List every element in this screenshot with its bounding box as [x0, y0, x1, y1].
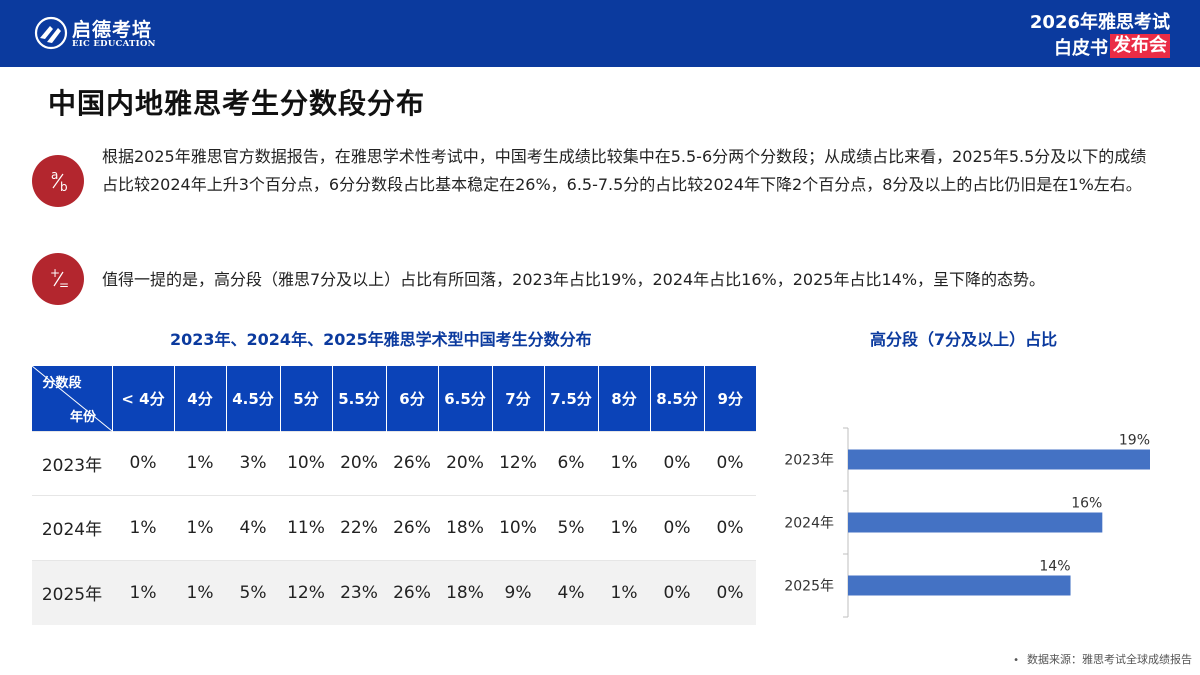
badge-subtitle: 白皮书 [1054, 38, 1108, 59]
badge-title: 2026年雅思考试 [1029, 12, 1170, 33]
table-cell: 1% [598, 559, 650, 625]
data-source-note: • 数据来源：雅思考试全球成绩报告 [1013, 651, 1192, 667]
chart-category-label: 2024年 [784, 516, 834, 532]
plus-minus-icon: + = [32, 253, 84, 305]
column-header: 4分 [174, 366, 227, 431]
table-cell: 18% [438, 495, 492, 560]
row-year-cell: 2025年 [32, 559, 112, 625]
column-header: 9分 [704, 366, 756, 431]
svg-text:b: b [60, 180, 68, 194]
chart-category-label: 2025年 [784, 579, 834, 595]
table-row: 2023年 0% 1% 3% 10% 20% 26% 20% 12% 6% 1%… [32, 430, 756, 496]
table-cell: 11% [280, 495, 332, 560]
table-cell: 12% [280, 559, 332, 625]
table-cell: 1% [174, 559, 226, 625]
badge-highlight: 发布会 [1110, 34, 1170, 58]
table-header-row: 分数段 年份 < 4分 4分 4.5分 5分 5.5分 6分 6.5分 7分 7… [32, 366, 756, 431]
table-title: 2023年、2024年、2025年雅思学术型中国考生分数分布 [170, 330, 592, 349]
svg-text:a: a [51, 168, 58, 182]
table-cell: 26% [386, 495, 438, 560]
header-bar: 启德考培 EIC EDUCATION 2026年雅思考试 白皮书 发布会 [0, 0, 1200, 67]
event-badge: 2026年雅思考试 白皮书 发布会 [1000, 8, 1170, 60]
table-cell: 10% [280, 430, 332, 496]
table-cell: 0% [650, 430, 704, 496]
column-header: 7.5分 [544, 366, 599, 431]
corner-label-year: 年份 [70, 409, 97, 425]
table-cell: 10% [492, 495, 544, 560]
table-cell: 0% [704, 559, 756, 625]
table-cell: 26% [386, 430, 438, 496]
svg-text:=: = [59, 278, 69, 292]
score-distribution-table: 分数段 年份 < 4分 4分 4.5分 5分 5.5分 6分 6.5分 7分 7… [32, 366, 756, 625]
table-cell: 0% [650, 495, 704, 560]
table-cell: 9% [492, 559, 544, 625]
svg-text:+: + [50, 266, 60, 280]
chart-data-label: 19% [1119, 433, 1150, 449]
table-cell: 3% [226, 430, 280, 496]
table-row: 2024年 1% 1% 4% 11% 22% 26% 18% 10% 5% 1%… [32, 495, 756, 560]
table-cell: 23% [332, 559, 386, 625]
table-cell: 0% [704, 495, 756, 560]
table-cell: 5% [544, 495, 598, 560]
table-cell: 18% [438, 559, 492, 625]
chart-title: 高分段（7分及以上）占比 [870, 330, 1058, 349]
table-cell: 1% [174, 495, 226, 560]
table-cell: 1% [598, 430, 650, 496]
logo-mark-icon [34, 16, 68, 50]
page-title: 中国内地雅思考生分数段分布 [48, 87, 426, 120]
bullet-dot-icon: • [1013, 655, 1019, 666]
high-score-bar-chart: 2023年 19% 2024年 16% 2025年 14% [784, 427, 1150, 618]
table-cell: 0% [704, 430, 756, 496]
table-cell: 1% [174, 430, 226, 496]
data-source-text: 数据来源：雅思考试全球成绩报告 [1027, 653, 1192, 666]
row-year-cell: 2023年 [32, 430, 112, 496]
table-cell: 4% [226, 495, 280, 560]
table-cell: 5% [226, 559, 280, 625]
highlight-paragraph: 值得一提的是，高分段（雅思7分及以上）占比有所回落，2023年占比19%，202… [102, 270, 1046, 289]
table-cell: 4% [544, 559, 598, 625]
column-header: 4.5分 [226, 366, 281, 431]
table-cell: 6% [544, 430, 598, 496]
brand-name: 启德考培 [72, 19, 153, 41]
column-header: 6分 [386, 366, 439, 431]
chart-data-label: 16% [1071, 496, 1102, 512]
column-header: 8分 [598, 366, 651, 431]
chart-bar [848, 512, 1103, 533]
column-header: 6.5分 [438, 366, 493, 431]
brand-logo[interactable]: 启德考培 EIC EDUCATION [34, 14, 174, 54]
column-header: < 4分 [112, 366, 175, 431]
summary-paragraph: 根据2025年雅思官方数据报告，在雅思学术性考试中，中国考生成绩比较集中在5.5… [102, 147, 1147, 194]
table-cell: 20% [332, 430, 386, 496]
table-cell: 0% [650, 559, 704, 625]
column-header: 5分 [280, 366, 333, 431]
table-cell: 1% [112, 559, 174, 625]
column-header: 7分 [492, 366, 545, 431]
table-cell: 12% [492, 430, 544, 496]
table-cell: 0% [112, 430, 174, 496]
table-cell: 20% [438, 430, 492, 496]
corner-label-score: 分数段 [42, 376, 82, 391]
chart-bar [848, 449, 1150, 470]
chart-category-label: 2023年 [784, 453, 834, 469]
table-cell: 1% [112, 495, 174, 560]
table-cell: 1% [598, 495, 650, 560]
column-header: 5.5分 [332, 366, 387, 431]
table-cell: 22% [332, 495, 386, 560]
chart-bar [848, 575, 1071, 596]
row-year-cell: 2024年 [32, 495, 112, 560]
fraction-icon: a b [32, 155, 84, 207]
diagonal-divider [32, 366, 112, 431]
table-row: 2025年 1% 1% 5% 12% 23% 26% 18% 9% 4% 1% … [32, 559, 756, 625]
table-corner-cell: 分数段 年份 [32, 366, 113, 431]
table-cell: 26% [386, 559, 438, 625]
chart-data-label: 14% [1039, 559, 1070, 575]
brand-subtitle: EIC EDUCATION [72, 39, 156, 49]
column-header: 8.5分 [650, 366, 705, 431]
